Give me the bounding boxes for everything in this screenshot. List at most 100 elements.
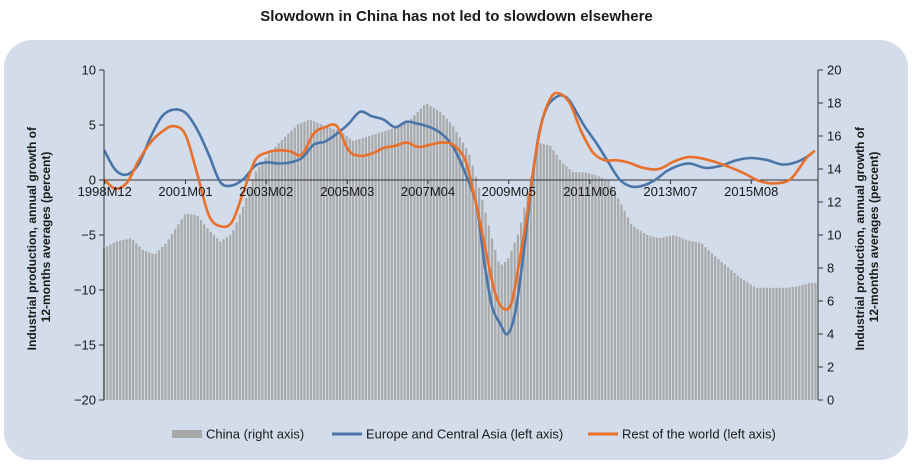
china-bar: [274, 146, 277, 400]
china-bar: [203, 224, 206, 400]
china-bar: [662, 237, 665, 400]
china-bar: [497, 261, 500, 400]
china-bar: [507, 258, 510, 400]
china-bar: [665, 236, 668, 400]
china-bar: [788, 287, 791, 400]
china-bar: [461, 142, 465, 400]
legend-swatch-china: [172, 430, 202, 438]
china-bar: [254, 171, 258, 400]
china-bar: [490, 238, 494, 400]
right-tick-label: 12: [827, 195, 841, 210]
china-bar: [442, 115, 445, 400]
china-bar: [190, 214, 193, 400]
right-tick-label: 8: [827, 261, 834, 276]
right-axis-label: Industrial production, annual growth of …: [853, 124, 881, 351]
china-bar: [678, 237, 681, 400]
china-bar: [565, 166, 568, 400]
china-bar: [549, 145, 552, 400]
china-bar: [264, 157, 267, 400]
china-bar: [604, 179, 607, 400]
china-bar: [723, 264, 726, 400]
china-bar: [785, 287, 788, 400]
china-bar: [261, 162, 264, 400]
china-bar: [290, 130, 293, 400]
china-bar: [769, 287, 772, 400]
china-bar: [730, 270, 733, 400]
china-bar: [494, 249, 497, 400]
china-bar: [584, 172, 587, 400]
china-bar: [523, 207, 526, 400]
china-bar: [241, 206, 245, 400]
china-bar: [119, 240, 122, 400]
right-tick-label: 6: [827, 294, 834, 309]
china-bar: [575, 172, 578, 400]
right-tick-label: 16: [827, 129, 841, 144]
right-tick-label: 20: [827, 63, 841, 78]
china-bar: [309, 120, 313, 401]
china-bar: [684, 239, 688, 400]
left-tick-label: −20: [74, 393, 96, 408]
china-bar: [691, 241, 694, 400]
china-bar: [335, 129, 338, 400]
left-axis-ticks: 10 5 0 −5 −10 −15 −20: [74, 63, 104, 408]
china-bar: [804, 284, 807, 400]
china-bar: [151, 253, 154, 400]
china-bar: [167, 239, 170, 400]
china-bar: [170, 234, 174, 400]
china-bar: [229, 234, 232, 400]
legend-label: China (right axis): [206, 427, 304, 442]
china-bar: [219, 241, 222, 400]
china-bar: [342, 133, 345, 400]
china-bar: [778, 287, 781, 400]
china-bar: [765, 287, 769, 400]
china-bar: [183, 214, 186, 400]
china-bar: [681, 238, 684, 400]
china-bar: [287, 133, 290, 400]
china-bar: [465, 148, 468, 400]
china-bar: [435, 110, 439, 400]
x-tick-label: 1998M12: [78, 184, 132, 199]
china-bar: [128, 238, 131, 400]
china-bar: [655, 237, 659, 400]
china-bar: [791, 286, 794, 400]
china-bar: [303, 121, 306, 400]
china-bar: [675, 235, 678, 400]
china-bar: [125, 239, 128, 400]
china-bar: [707, 250, 710, 400]
china-bar: [468, 154, 471, 400]
x-tick-label: 2013M07: [643, 184, 697, 199]
china-bar: [448, 122, 452, 401]
right-tick-label: 4: [827, 327, 834, 342]
china-bar: [798, 285, 801, 400]
china-bar: [135, 243, 138, 400]
china-bar: [316, 122, 319, 401]
china-bar: [775, 287, 778, 400]
china-bar: [235, 222, 238, 400]
china-bar: [313, 121, 316, 401]
china-bar: [752, 286, 756, 400]
china-bar: [610, 186, 613, 400]
china-bar: [772, 287, 775, 400]
china-bar: [594, 175, 597, 400]
x-tick-label: 2011M06: [563, 184, 616, 199]
china-bar: [186, 213, 190, 400]
china-bar: [733, 272, 736, 400]
china-bar: [652, 236, 655, 400]
china-bar: [115, 241, 119, 400]
china-bar: [141, 249, 144, 400]
china-bar: [326, 126, 329, 400]
china-bar: [355, 139, 358, 400]
legend-label: Rest of the world (left axis): [622, 427, 776, 442]
china-bar: [736, 275, 739, 400]
china-bar: [794, 286, 798, 400]
china-bar: [132, 240, 135, 400]
china-bar: [222, 239, 225, 400]
china-bar: [277, 143, 280, 400]
china-bar: [578, 172, 581, 400]
china-bar: [620, 204, 623, 400]
china-bar: [429, 105, 432, 400]
china-bar: [623, 210, 626, 400]
china-bar: [209, 231, 212, 400]
china-bar: [423, 105, 426, 400]
